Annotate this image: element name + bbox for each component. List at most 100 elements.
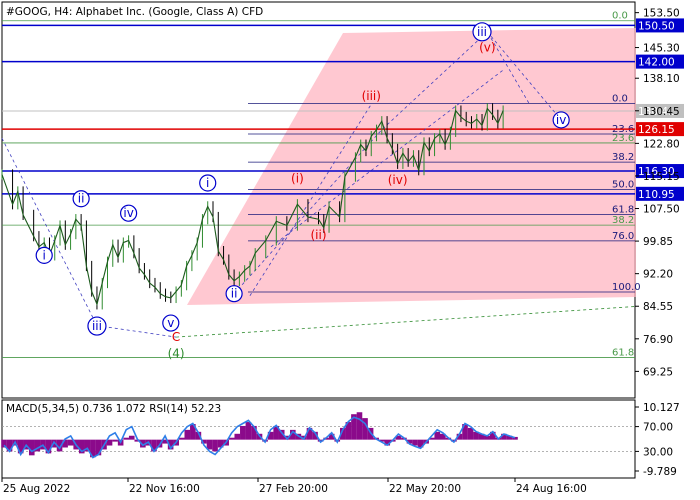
- macd-bar: [217, 439, 224, 448]
- fib-right-lines: 0.0 23.6 38.2 50.0 61.8 76.0 100.0: [248, 93, 641, 293]
- price-badge-label-2: 130.41: [638, 106, 675, 118]
- macd-bar: [112, 439, 118, 442]
- indicator-axis: 10.127 70.00 30.00 -9.789: [635, 402, 680, 478]
- macd-bar: [451, 439, 457, 442]
- macd-bar: [473, 431, 479, 440]
- wave-label-1: ii: [78, 192, 85, 206]
- fib-right-label-0: 0.0: [612, 93, 628, 104]
- wave-label-circle-4: [162, 314, 180, 332]
- wave-label-circle-8: [552, 111, 570, 129]
- x-tick-label-0: 25 Aug 2022: [3, 483, 70, 495]
- price-line: [1, 107, 504, 307]
- target-zone: [187, 28, 636, 305]
- macd-bar: [56, 439, 63, 452]
- macd-bar: [328, 433, 335, 440]
- macd-bar: [106, 439, 113, 446]
- y-tick-label-0: 153.50: [643, 8, 680, 20]
- macd-bar: [228, 437, 235, 440]
- trend-line-5: [486, 31, 562, 121]
- fib-right-label-3: 50.0: [612, 179, 634, 190]
- macd-bar: [78, 439, 85, 454]
- y-tick-label-2: 138.10: [643, 73, 680, 85]
- wave-label-14: C: [172, 330, 180, 344]
- fib-left-label-2: 38.2: [612, 215, 634, 226]
- price-badge-label-1: 142.00: [638, 57, 675, 69]
- macd-bar: [512, 436, 518, 440]
- trend-line-1: [176, 306, 636, 338]
- wave-label-5: i: [206, 176, 209, 190]
- macd-bar: [412, 439, 418, 446]
- macd-bar: [340, 427, 346, 440]
- price-badge-label-4: 116.30: [638, 166, 675, 178]
- indicator-title: MACD(5,34,5) 0.736 1.072 RSI(14) 52.23: [6, 403, 221, 415]
- price-badge-label-3: 126.15: [638, 124, 675, 136]
- macd-bar: [123, 437, 129, 440]
- macd-bar: [467, 427, 474, 440]
- macd-bar: [212, 439, 218, 452]
- ind-tick-label-3: -9.789: [643, 466, 677, 478]
- macd-bar: [378, 439, 385, 442]
- fib-right-label-5: 76.0: [612, 231, 634, 242]
- macd-bar: [251, 425, 257, 440]
- wave-label-circle-0: [35, 246, 53, 264]
- macd-bar: [489, 431, 496, 440]
- wave-label-3: iv: [123, 206, 133, 220]
- fib-right-label-2: 38.2: [612, 152, 634, 163]
- macd-bar: [506, 435, 513, 440]
- macd-bar: [234, 433, 241, 440]
- trend-line-3: [249, 103, 372, 297]
- macd-bar: [395, 435, 402, 440]
- macd-bar: [156, 439, 163, 448]
- macd-bar: [140, 439, 146, 448]
- macd-bar: [134, 439, 141, 442]
- macd-bar: [67, 439, 74, 446]
- macd-bar: [439, 433, 446, 440]
- wave-label-15: (4): [168, 346, 185, 360]
- macd-bar: [178, 437, 185, 440]
- x-tick-label-1: 22 Nov 16:00: [129, 483, 200, 495]
- y-tick-label-5: 115.15: [643, 171, 680, 183]
- price-badge-4: [636, 164, 684, 179]
- macd-bar: [462, 423, 468, 440]
- fib-left-lines: 0.023.638.261.8: [2, 11, 635, 359]
- macd-bar: [28, 439, 35, 456]
- price-badge-3: [636, 122, 684, 137]
- macd-bar: [501, 433, 507, 440]
- level-lines: [2, 24, 635, 195]
- wave-label-4: v: [167, 316, 174, 330]
- y-tick-label-6: 107.50: [643, 204, 680, 216]
- ind-tick-label-2: 30.00: [643, 446, 673, 458]
- macd-bar: [162, 439, 168, 444]
- macd-bar: [190, 423, 196, 440]
- macd-bar: [484, 435, 491, 440]
- y-tick-label-1: 145.30: [643, 43, 680, 55]
- wave-label-11: (iii): [362, 89, 381, 103]
- x-axis: 25 Aug 2022 22 Nov 16:00 27 Feb 20:00 22 Ma…: [1, 478, 587, 495]
- wave-label-7: iii: [477, 25, 487, 39]
- macd-bar: [62, 439, 68, 448]
- macd-bar: [184, 429, 191, 440]
- macd-bar: [306, 427, 313, 440]
- y-tick-label-10: 76.90: [643, 334, 673, 346]
- macd-bar: [84, 439, 91, 452]
- macd-bar: [90, 439, 96, 458]
- price-badge-1: [636, 54, 684, 69]
- fib-left-label-1: 23.6: [612, 133, 634, 144]
- y-tick-label-7: 99.85: [643, 236, 673, 248]
- price-badge-label-5: 110.95: [638, 189, 675, 201]
- macd-bar: [356, 412, 363, 440]
- fib-right-label-6: 100.0: [612, 282, 641, 293]
- macd-bar: [240, 425, 246, 440]
- y-tick-label-9: 84.55: [643, 301, 673, 313]
- y-tick-label-8: 92.20: [643, 269, 673, 281]
- wave-label-circle-1: [72, 190, 90, 208]
- price-badge-0: [636, 18, 684, 33]
- macd-bar: [406, 439, 413, 444]
- x-tick-label-4: 24 Aug 16:00: [516, 483, 587, 495]
- macd-bar: [434, 431, 441, 440]
- x-tick-label-3: 22 May 20:00: [389, 483, 461, 495]
- y-axis: 150.50 142.00 130.41 126.15 116.30 110.95 153.…: [635, 8, 684, 378]
- macd-bar: [290, 429, 296, 440]
- wave-label-circle-2: [87, 316, 107, 336]
